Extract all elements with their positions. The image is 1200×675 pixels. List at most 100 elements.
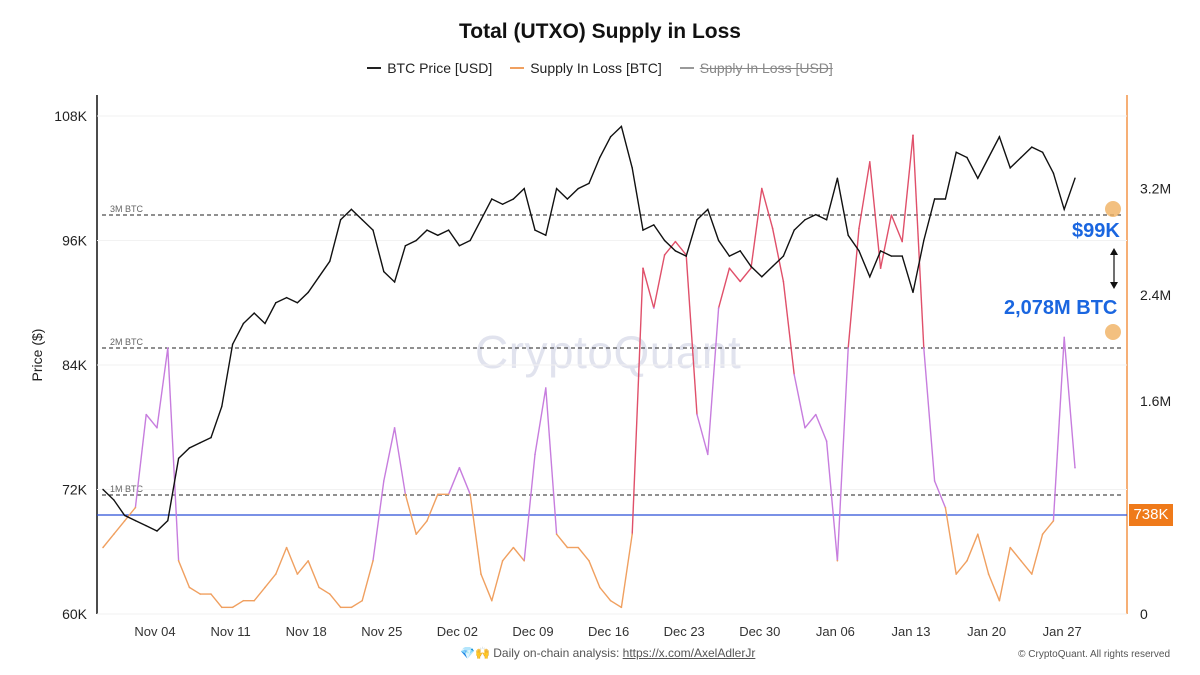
price-point: [329, 260, 331, 262]
supply-point: [609, 599, 612, 602]
footer-text: Daily on-chain analysis:: [493, 646, 623, 660]
supply-segment: [502, 547, 514, 562]
price-point: [912, 291, 914, 294]
supply-segment: [189, 586, 201, 595]
supply-point: [253, 599, 255, 602]
supply-segment: [879, 214, 893, 269]
supply-point: [1009, 546, 1011, 549]
left-tick-label: 96K: [62, 233, 88, 249]
price-point: [609, 136, 612, 138]
author-link[interactable]: https://x.com/AxelAdlerJr: [622, 646, 756, 660]
supply-annotation: 2,078M BTC: [1004, 297, 1118, 319]
price-point: [944, 198, 947, 200]
btc-price-line: [102, 125, 1076, 532]
supply-segment: [599, 586, 612, 602]
x-tick-label: Jan 06: [816, 624, 855, 639]
price-point: [361, 219, 363, 221]
supply-segment: [177, 560, 191, 588]
supply-segment: [1042, 520, 1054, 535]
legend: BTC Price [USD] Supply In Loss [BTC] Sup…: [0, 60, 1200, 76]
supply-point: [1063, 336, 1065, 339]
watermark: CryptoQuant: [475, 326, 742, 378]
supply-segment: [674, 241, 687, 256]
price-point: [825, 219, 828, 221]
supply-point: [393, 427, 396, 429]
price-point: [393, 281, 396, 283]
supply-point: [847, 347, 849, 349]
legend-label: Supply In Loss [USD]: [699, 60, 833, 76]
legend-item-supply-btc[interactable]: Supply In Loss [BTC]: [510, 60, 662, 76]
price-point: [491, 198, 493, 200]
legend-item-btc-price[interactable]: BTC Price [USD]: [367, 60, 492, 76]
price-point: [739, 250, 741, 252]
x-tick-label: Dec 09: [512, 624, 553, 639]
price-point: [264, 322, 266, 325]
price-point: [577, 187, 579, 190]
supply-segment: [458, 467, 471, 495]
x-tick-label: Dec 02: [437, 624, 478, 639]
x-tick-label: Nov 11: [210, 624, 250, 639]
price-point: [674, 250, 677, 252]
price-point: [1020, 156, 1022, 159]
supply-segment: [631, 268, 644, 535]
supply-segment: [858, 161, 871, 229]
left-tick-label: 60K: [62, 606, 88, 622]
price-point: [1052, 172, 1055, 174]
supply-point: [858, 227, 860, 230]
supply-point: [588, 560, 590, 562]
x-tick-label: Nov 04: [134, 624, 175, 639]
supply-point: [1031, 573, 1033, 575]
supply-segment: [739, 267, 752, 282]
price-point: [210, 436, 212, 439]
price-point: [469, 239, 471, 242]
legend-label: Supply In Loss [BTC]: [530, 60, 662, 76]
supply-point: [383, 480, 385, 482]
footer-credit: 💎🙌 Daily on-chain analysis: https://x.co…: [460, 646, 755, 660]
supply-segment: [1063, 337, 1076, 468]
price-point: [1031, 146, 1033, 148]
emoji-icons: 💎🙌: [460, 646, 490, 660]
supply-point: [782, 280, 785, 283]
price-point: [998, 136, 1001, 138]
price-point: [242, 322, 245, 325]
supply-point: [977, 533, 979, 535]
right-tick-label: 0: [1140, 606, 1148, 622]
supply-segment: [642, 268, 655, 309]
price-point: [696, 219, 698, 221]
supply-point: [361, 599, 364, 602]
price-point: [815, 213, 817, 216]
supply-segment: [804, 414, 817, 429]
supply-segment: [102, 533, 115, 548]
legend-item-supply-usd[interactable]: Supply In Loss [USD]: [679, 60, 833, 76]
supply-segment: [696, 414, 709, 455]
price-point: [933, 198, 936, 200]
supply-point: [134, 506, 137, 509]
supply-point: [307, 560, 310, 562]
price-point: [415, 239, 417, 242]
price-point: [372, 229, 374, 231]
x-tick-label: Nov 25: [361, 624, 402, 639]
supply-point: [653, 307, 655, 309]
supply-point: [944, 506, 947, 509]
supply-point: [534, 453, 536, 456]
price-point: [955, 151, 957, 154]
supply-segment: [685, 254, 698, 415]
price-point: [1041, 151, 1044, 154]
price-point: [199, 442, 201, 444]
price-point: [231, 343, 234, 345]
supply-point: [264, 586, 266, 589]
supply-marker: [1105, 324, 1121, 340]
supply-point: [761, 187, 763, 190]
supply-segment: [750, 188, 763, 269]
supply-point: [447, 493, 450, 496]
supply-point: [825, 440, 828, 442]
supply-segment: [404, 494, 417, 535]
supply-point: [923, 347, 925, 349]
x-tick-label: Jan 13: [891, 624, 930, 639]
supply-point: [221, 606, 223, 609]
supply-segment: [124, 507, 136, 522]
price-point: [977, 177, 979, 179]
price-point: [307, 291, 309, 294]
price-point: [663, 239, 666, 242]
